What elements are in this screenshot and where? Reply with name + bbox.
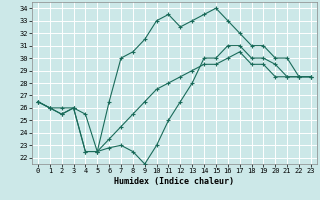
- X-axis label: Humidex (Indice chaleur): Humidex (Indice chaleur): [115, 177, 234, 186]
